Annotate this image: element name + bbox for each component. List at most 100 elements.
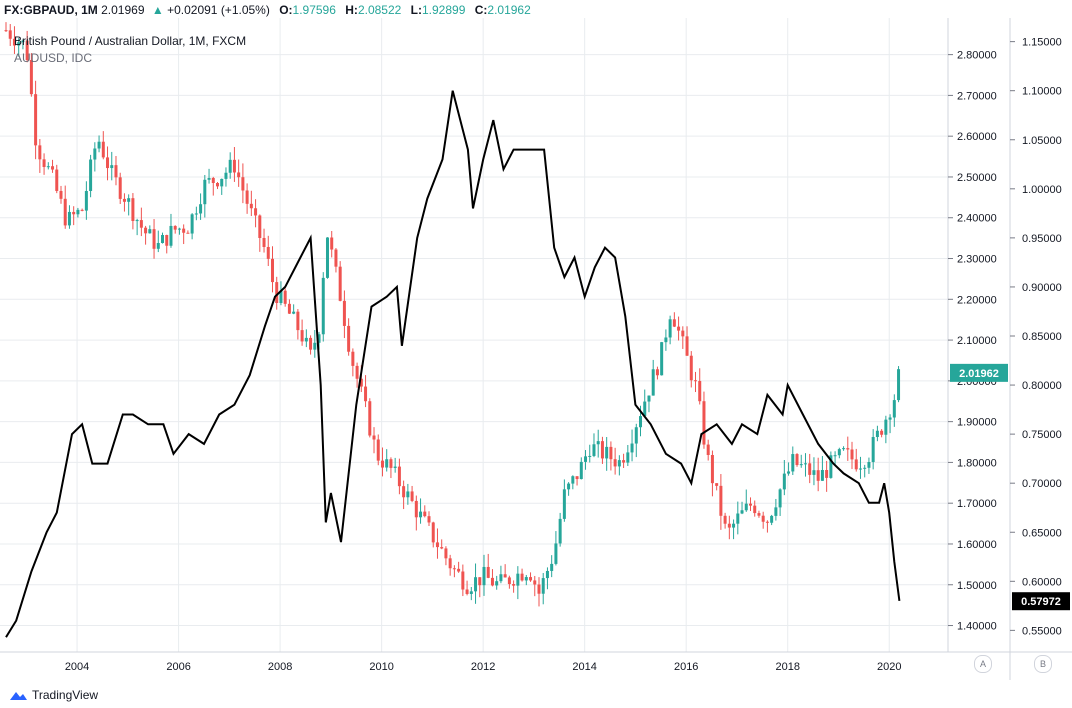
candle-up — [664, 337, 668, 343]
low-label: L: — [410, 3, 422, 17]
candle-down — [761, 515, 765, 522]
candle-up — [842, 448, 846, 450]
candle-up — [524, 577, 528, 581]
candle-down — [51, 166, 55, 170]
candle-up — [736, 513, 740, 524]
candle-down — [478, 577, 482, 586]
candle-up — [605, 446, 609, 459]
candle-down — [72, 211, 76, 215]
candle-down — [808, 463, 812, 475]
tradingview-branding[interactable]: TradingView — [8, 685, 98, 705]
candle-down — [719, 485, 723, 516]
candle-down — [689, 355, 693, 381]
candle-up — [317, 334, 321, 343]
candle-down — [186, 232, 190, 234]
x-tick-label: 2008 — [268, 661, 292, 673]
candle-up — [651, 369, 655, 396]
candle-up — [207, 177, 211, 180]
candle-down — [402, 486, 406, 498]
candle-up — [97, 141, 101, 149]
candle-down — [444, 548, 448, 559]
candle-up — [313, 342, 317, 350]
candle-down — [34, 94, 38, 146]
candle-down — [380, 460, 384, 468]
candle-up — [837, 449, 841, 456]
candle-down — [372, 435, 376, 440]
candle-down — [440, 547, 444, 549]
candle-up — [499, 574, 503, 582]
candle-up — [791, 454, 795, 472]
candle-up — [304, 337, 308, 342]
candle-down — [55, 169, 59, 191]
price-chart[interactable]: 1.40000 1.50000 1.60000 1.70000 1.80000 1.900… — [0, 18, 1072, 682]
auto-scale-button-b[interactable]: B — [1034, 655, 1052, 673]
candle-down — [8, 30, 12, 39]
candle-down — [694, 380, 698, 382]
symbol-title[interactable]: FX:GBPAUD, 1M — [4, 3, 98, 17]
candle-down — [270, 258, 274, 283]
candle-down — [609, 446, 613, 460]
audusd-tick-label: 0.55000 — [1022, 625, 1062, 637]
candle-down — [825, 470, 829, 478]
candle-down — [537, 584, 541, 594]
change-arrow: ▲ — [151, 3, 164, 17]
candle-down — [245, 190, 249, 204]
candle-down — [423, 511, 427, 517]
gbpaud-tick-label: 1.80000 — [957, 457, 997, 469]
candle-up — [177, 228, 181, 230]
candle-up — [562, 489, 566, 519]
candle-down — [655, 369, 659, 376]
candle-down — [854, 459, 858, 470]
price-change: +0.02091 (+1.05%) — [167, 3, 270, 17]
audusd-tick-label: 0.85000 — [1022, 331, 1062, 343]
candle-up — [224, 172, 228, 179]
candle-up — [406, 491, 410, 498]
candle-down — [275, 282, 279, 304]
candle-down — [600, 441, 604, 459]
symbol-header: FX:GBPAUD, 1M 2.01969 ▲ +0.02091 (+1.05%… — [4, 2, 531, 18]
candle-up — [228, 159, 232, 173]
candle-up — [474, 577, 478, 592]
candle-down — [342, 300, 346, 326]
candle-down — [702, 401, 706, 445]
low-value: 1.92899 — [422, 3, 466, 17]
gbpaud-tick-label: 2.50000 — [957, 172, 997, 184]
audusd-tick-label: 1.15000 — [1022, 37, 1062, 49]
candle-up — [190, 214, 194, 234]
candle-down — [80, 209, 84, 211]
candle-down — [816, 470, 820, 481]
legend-main-series[interactable]: British Pound / Australian Dollar, 1M, F… — [14, 34, 247, 48]
gbpaud-tick-label: 1.90000 — [957, 417, 997, 429]
candle-down — [723, 515, 727, 524]
candle-down — [364, 386, 368, 402]
candle-down — [12, 38, 16, 46]
candle-down — [330, 237, 334, 250]
candle-down — [850, 449, 854, 460]
candle-down — [262, 237, 266, 247]
candle-up — [630, 443, 634, 453]
candle-up — [393, 466, 397, 468]
gbpaud-candles — [4, 22, 901, 607]
audusd-tick-label: 0.70000 — [1022, 478, 1062, 490]
candle-down — [355, 365, 359, 379]
candle-down — [490, 577, 494, 586]
candle-down — [25, 40, 29, 61]
candle-down — [211, 177, 215, 183]
gbpaud-last-badge — [950, 363, 1008, 382]
candle-down — [795, 454, 799, 466]
candle-up — [626, 452, 630, 463]
candle-up — [867, 462, 871, 468]
x-tick-label: 2012 — [471, 661, 495, 673]
legend-overlay-series[interactable]: AUDUSD, IDC — [14, 51, 93, 65]
audusd-last-badge — [1012, 592, 1070, 611]
auto-scale-button-a[interactable]: A — [974, 655, 992, 673]
candle-down — [457, 568, 461, 572]
candle-up — [647, 395, 651, 402]
gbpaud-tick-label: 2.70000 — [957, 90, 997, 102]
candle-down — [131, 198, 135, 221]
candle-down — [283, 290, 287, 304]
candle-up — [592, 444, 596, 456]
candle-up — [46, 166, 50, 168]
open-value: 1.97596 — [292, 3, 336, 17]
candle-down — [249, 203, 253, 209]
